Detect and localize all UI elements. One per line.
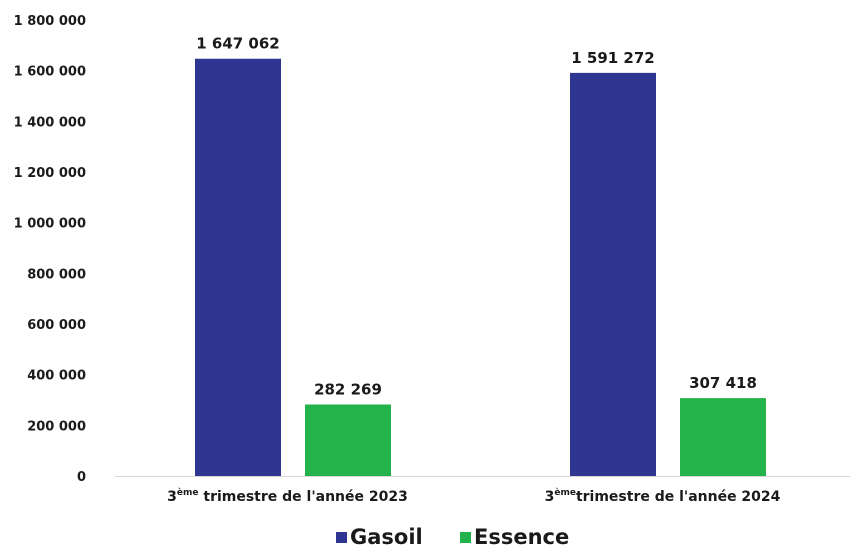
data-label-gasoil-2: 1 591 272 [571,49,655,67]
x-category-label: 3èmetrimestre de l'année 2024 [545,487,781,505]
legend-swatch-essence [460,532,471,543]
y-tick-label: 800 000 [27,267,86,282]
data-label-essence-2: 307 418 [689,374,757,392]
bar-gasoil-2 [570,72,656,477]
y-tick-label: 1 400 000 [14,115,86,130]
y-axis: 0 200 000 400 000 600 000 800 000 1 000 000 1 … [14,14,86,485]
y-tick-label: 200 000 [27,419,86,434]
data-labels: 1 647 062 282 269 1 591 272 307 418 [196,35,757,399]
y-tick-label: 1 800 000 [14,14,86,29]
legend: Gasoil Essence [336,525,569,549]
data-label-gasoil-1: 1 647 062 [196,35,280,53]
y-tick-label: 1 200 000 [14,166,86,181]
y-tick-label: 1 000 000 [14,217,86,232]
bar-essence-2 [680,398,766,476]
bar-essence-1 [305,404,391,476]
y-tick-label: 400 000 [27,369,86,384]
y-tick-label: 600 000 [27,318,86,333]
legend-label-essence: Essence [474,525,569,549]
y-tick-label: 0 [77,470,86,485]
data-label-essence-1: 282 269 [314,380,382,398]
legend-swatch-gasoil [336,532,347,543]
bars [195,58,766,477]
y-tick-label: 1 600 000 [14,65,86,80]
bar-gasoil-1 [195,58,281,476]
x-axis: 3ème trimestre de l'année 2023 3èmetrimes… [115,476,850,505]
x-category-label: 3ème trimestre de l'année 2023 [167,487,408,505]
legend-label-gasoil: Gasoil [350,525,423,549]
